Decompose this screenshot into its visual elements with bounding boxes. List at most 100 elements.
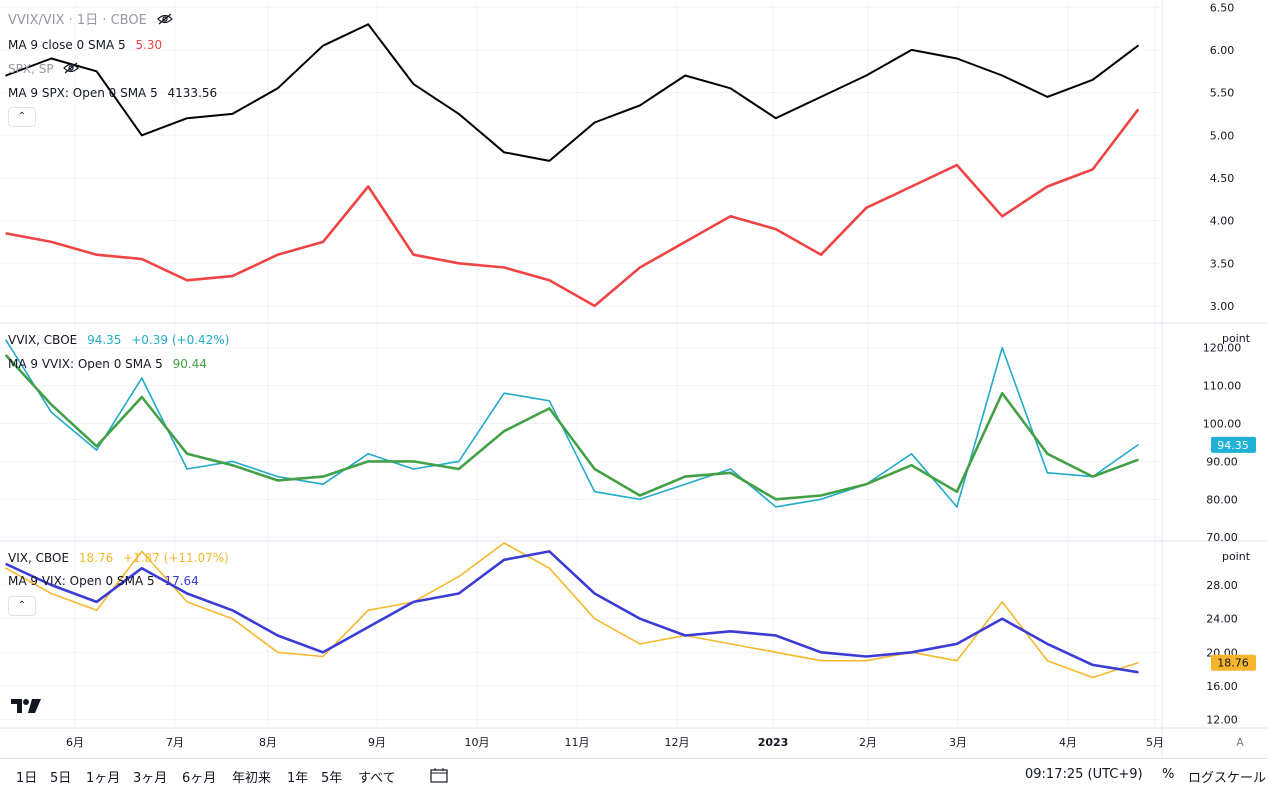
range-button[interactable]: 1ヶ月 — [86, 771, 121, 786]
data-point — [1001, 74, 1003, 77]
range-button[interactable]: 3ヶ月 — [133, 771, 168, 786]
data-point — [684, 74, 686, 77]
data-point — [956, 659, 958, 662]
spx-eye-off-icon[interactable] — [63, 62, 80, 78]
data-point — [458, 113, 460, 115]
series-line-vix[interactable] — [5, 542, 1139, 679]
data-point — [412, 460, 415, 463]
data-point — [367, 609, 370, 612]
data-point — [639, 104, 641, 107]
data-point — [774, 117, 777, 119]
pane3-collapse-button[interactable]: ⌃ — [8, 596, 36, 616]
pane2-ma-legend[interactable]: MA 9 VVIX: Open 0 SMA 5 90.44 — [8, 356, 213, 372]
data-point — [684, 241, 686, 243]
data-point — [367, 23, 370, 26]
data-point — [231, 609, 234, 612]
log-scale-toggle[interactable]: ログスケール — [1188, 771, 1267, 786]
data-point — [276, 634, 279, 637]
series-line-vvix-vix[interactable] — [5, 23, 1139, 162]
range-button[interactable]: 6ヶ月 — [182, 771, 217, 786]
percent-toggle[interactable]: % — [1162, 767, 1175, 782]
data-point — [820, 498, 822, 501]
data-point — [956, 490, 958, 493]
pane2-legend[interactable]: VVIX, CBOE 94.35 +0.39 (+0.42%) — [8, 332, 235, 348]
chart-canvas[interactable]: 6.50 6.00 5.50 5.00 4.50 4.00 3.50 3.00 120.00 11… — [0, 0, 1268, 758]
data-point — [593, 121, 596, 124]
data-point — [639, 617, 641, 620]
data-point — [774, 651, 777, 654]
tradingview-logo-icon[interactable] — [11, 698, 43, 719]
time-tick-label: 8月 — [259, 736, 277, 749]
data-point — [50, 403, 53, 406]
data-point — [956, 506, 958, 508]
series-line-ma-9-vix-open-0-sma-5[interactable] — [5, 550, 1139, 674]
range-button[interactable]: すべて — [358, 771, 396, 786]
price-unit-label: point — [1222, 550, 1251, 563]
range-button[interactable]: 1年 — [287, 771, 309, 786]
data-point — [548, 407, 551, 410]
data-point — [548, 567, 551, 570]
data-point — [1137, 661, 1139, 664]
data-point — [1001, 215, 1003, 218]
data-point — [231, 617, 234, 620]
data-point — [1001, 346, 1003, 349]
series-line-ma-9-close-0-sma-5[interactable] — [5, 108, 1140, 308]
time-tick-label: 7月 — [166, 736, 184, 749]
data-point — [50, 584, 53, 586]
data-point — [503, 559, 505, 561]
time-tick-label: 11月 — [565, 736, 590, 749]
spx-legend[interactable]: SPX, SP — [8, 61, 85, 78]
data-point — [1046, 96, 1049, 98]
calendar-range-icon[interactable] — [430, 767, 448, 787]
data-point — [95, 70, 98, 73]
time-tick-label: 2月 — [859, 736, 877, 749]
data-point — [910, 185, 913, 188]
data-point — [593, 468, 596, 470]
data-point — [729, 643, 732, 645]
range-button[interactable]: 5年 — [321, 771, 343, 786]
data-point — [141, 258, 143, 260]
data-point — [5, 563, 7, 565]
pane3-title: VIX, CBOE — [8, 551, 70, 565]
series-line-vvix[interactable] — [5, 339, 1139, 508]
price-tick-label: 3.00 — [1210, 300, 1235, 313]
data-point — [186, 592, 188, 595]
pane2-title: VVIX, CBOE — [8, 333, 78, 347]
data-point — [458, 468, 460, 470]
data-point — [276, 87, 279, 90]
auto-scale-button[interactable]: A — [1236, 736, 1244, 749]
data-point — [820, 659, 822, 662]
pane3-legend[interactable]: VIX, CBOE 18.76 +1.87 (+11.07%) — [8, 550, 235, 566]
range-button[interactable]: 5日 — [50, 771, 72, 786]
series-line-ma-9-vvix-open-0-sma-5[interactable] — [5, 354, 1139, 501]
pane1-collapse-button[interactable]: ⌃ — [8, 107, 36, 127]
price-tick-label: 16.00 — [1206, 680, 1238, 693]
price-tick-label: 70.00 — [1206, 531, 1238, 544]
pane3-ma-value: 17.64 — [164, 574, 199, 588]
data-point — [729, 471, 732, 474]
data-point — [820, 494, 822, 497]
data-point — [639, 643, 641, 645]
data-point — [231, 464, 234, 467]
data-point — [95, 601, 98, 603]
data-point — [1001, 601, 1003, 603]
pane1-title[interactable]: VVIX/VIX · 1日 · CBOE — [8, 13, 147, 28]
pane1-legend: VVIX/VIX · 1日 · CBOE — [8, 12, 179, 29]
data-point — [503, 266, 505, 269]
data-point — [639, 494, 641, 497]
pane3-ma-legend[interactable]: MA 9 VIX: Open 0 SMA 5 17.64 — [8, 573, 205, 589]
clock-time[interactable]: 09:17:25 (UTC+9) — [1025, 767, 1143, 782]
range-button[interactable]: 年初来 — [232, 771, 272, 786]
data-point — [910, 651, 913, 654]
pane1-ma-legend[interactable]: MA 9 close 0 SMA 5 5.30 — [8, 37, 168, 53]
chevron-up-icon: ⌃ — [17, 111, 27, 122]
data-point — [1046, 185, 1049, 188]
range-button[interactable]: 1日 — [16, 771, 38, 786]
spx-label: SPX, SP — [8, 62, 54, 76]
data-point — [231, 113, 234, 115]
data-point — [729, 468, 732, 470]
price-tick-label: 4.00 — [1210, 215, 1235, 228]
eye-off-icon[interactable] — [156, 13, 173, 29]
data-point — [5, 74, 7, 77]
spx-ma-legend[interactable]: MA 9 SPX: Open 0 SMA 5 4133.56 — [8, 85, 223, 101]
